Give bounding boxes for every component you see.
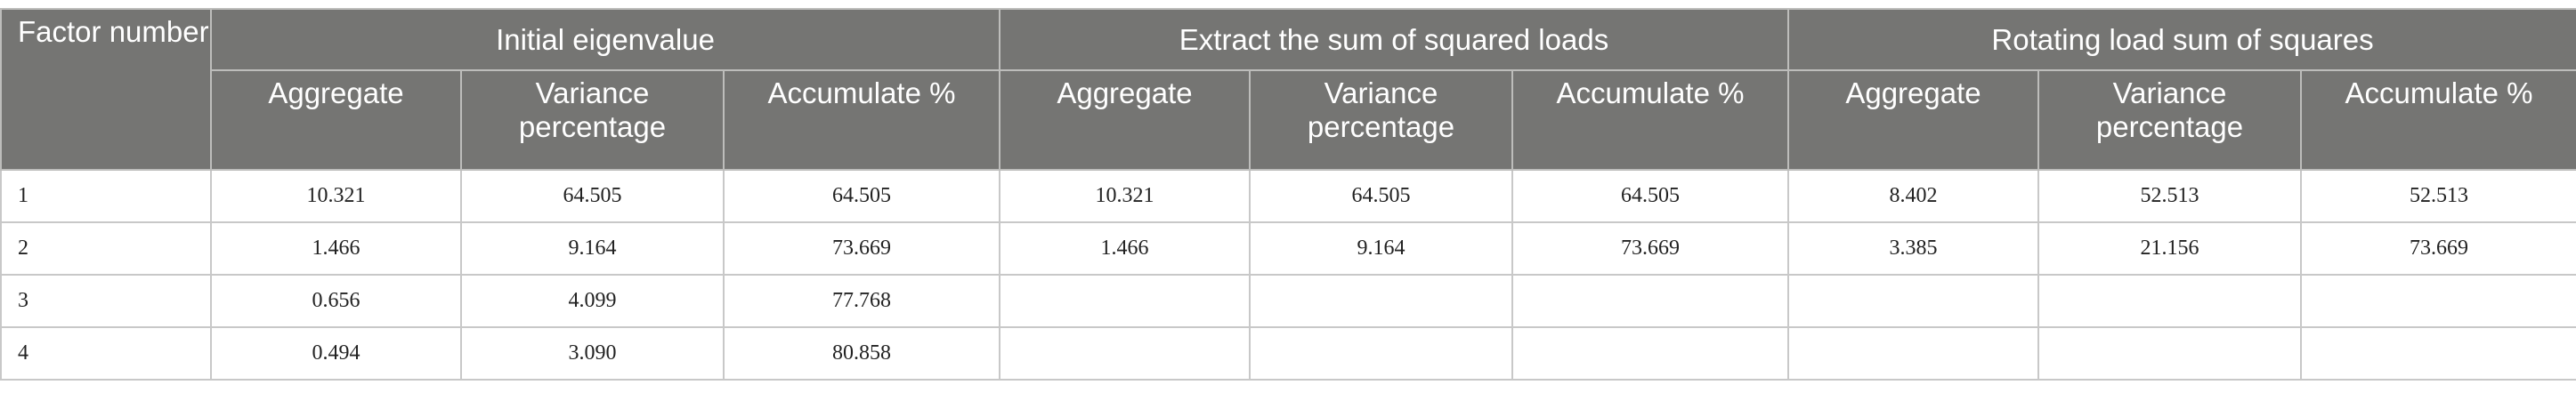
subheader: Accumulate % [2299, 69, 2576, 171]
value-cell: 80.858 [723, 326, 1000, 381]
value-cell: 8.402 [1787, 169, 2039, 223]
value-cell: 73.669 [2299, 221, 2576, 276]
value-cell: 0.656 [210, 274, 462, 328]
data-table: Factor number Initial eigenvalue Extract t… [0, 8, 2576, 381]
factor-cell: 2 [0, 221, 212, 276]
value-cell: 1.466 [210, 221, 462, 276]
value-cell: 52.513 [2037, 169, 2302, 223]
data-row: 4 0.494 3.090 80.858 [0, 326, 2576, 381]
value-cell: 52.513 [2299, 169, 2576, 223]
factor-header: Factor number [0, 8, 212, 171]
empty-cell [2037, 274, 2302, 328]
value-cell: 9.164 [1249, 221, 1513, 276]
empty-cell [2299, 274, 2576, 328]
subheader: Accumulate % [1511, 69, 1789, 171]
empty-cell [999, 274, 1251, 328]
empty-cell [999, 326, 1251, 381]
data-row: 2 1.466 9.164 73.669 1.466 9.164 73.669 3.385 21… [0, 221, 2576, 276]
value-cell: 73.669 [1511, 221, 1789, 276]
table-container: Factor number Initial eigenvalue Extract t… [0, 8, 2576, 381]
subheader-row: Aggregate Variance percentage Accumulate %… [1, 69, 2576, 171]
value-cell: 77.768 [723, 274, 1000, 328]
value-cell: 64.505 [460, 169, 725, 223]
group-header: Initial eigenvalue [210, 8, 1000, 71]
value-cell: 3.385 [1787, 221, 2039, 276]
value-cell: 64.505 [1511, 169, 1789, 223]
empty-cell [2037, 326, 2302, 381]
empty-cell [1249, 326, 1513, 381]
empty-cell [1787, 274, 2039, 328]
group-header: Extract the sum of squared loads [999, 8, 1789, 71]
value-cell: 1.466 [999, 221, 1251, 276]
value-cell: 73.669 [723, 221, 1000, 276]
value-cell: 9.164 [460, 221, 725, 276]
value-cell: 4.099 [460, 274, 725, 328]
subheader: Aggregate [999, 69, 1251, 171]
subheader: Variance percentage [460, 69, 725, 171]
value-cell: 21.156 [2037, 221, 2302, 276]
value-cell: 3.090 [460, 326, 725, 381]
value-cell: 10.321 [999, 169, 1251, 223]
value-cell: 64.505 [723, 169, 1000, 223]
subheader: Aggregate [1787, 69, 2039, 171]
data-row: 1 10.321 64.505 64.505 10.321 64.505 64.505 8.4… [0, 169, 2576, 223]
factor-cell: 3 [0, 274, 212, 328]
value-cell: 0.494 [210, 326, 462, 381]
subheader: Variance percentage [2037, 69, 2302, 171]
factor-cell: 4 [0, 326, 212, 381]
value-cell: 64.505 [1249, 169, 1513, 223]
empty-cell [1511, 274, 1789, 328]
header-row: Factor number Initial eigenvalue Extract t… [0, 8, 2576, 171]
empty-cell [1787, 326, 2039, 381]
group-header: Rotating load sum of squares [1786, 8, 2576, 71]
empty-cell [1249, 274, 1513, 328]
empty-cell [2299, 326, 2576, 381]
factor-cell: 1 [0, 169, 212, 223]
empty-cell [1511, 326, 1789, 381]
subheader: Variance percentage [1249, 69, 1513, 171]
data-row: 3 0.656 4.099 77.768 [0, 274, 2576, 328]
subheader: Accumulate % [723, 69, 1000, 171]
value-cell: 10.321 [210, 169, 462, 223]
subheader: Aggregate [210, 69, 462, 171]
